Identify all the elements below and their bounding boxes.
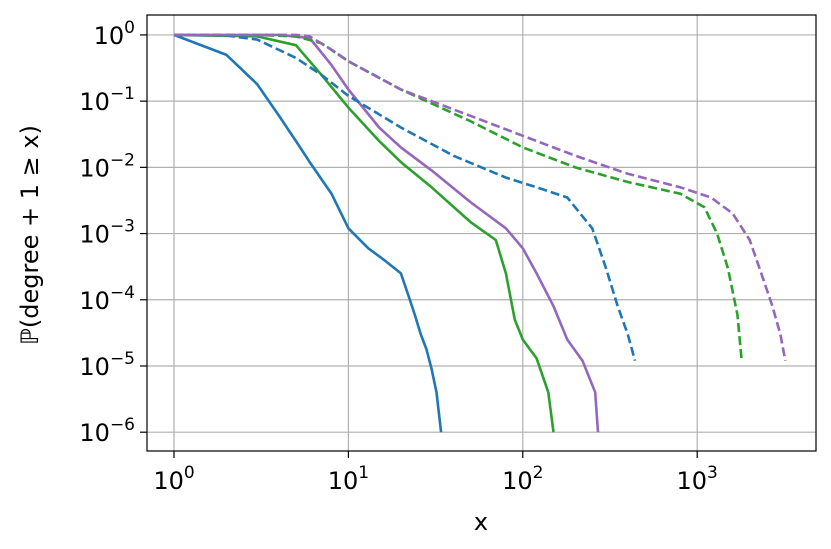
x-tick-label: 100 <box>153 463 194 495</box>
x-tick-label: 102 <box>502 463 543 495</box>
series-line-4 <box>173 33 637 362</box>
y-tick-label: 10−6 <box>79 415 135 447</box>
y-tick-label: 100 <box>94 18 135 50</box>
series-line-2 <box>173 33 555 433</box>
x-axis-label: x <box>474 508 488 536</box>
y-tick-label: 10−3 <box>79 217 135 249</box>
grid <box>147 15 816 451</box>
y-tick-label: 10−1 <box>79 84 135 116</box>
series-lines <box>173 33 787 433</box>
y-tick-label: 10−2 <box>79 150 135 182</box>
x-tick-label: 103 <box>677 463 718 495</box>
series-line-5 <box>174 33 743 361</box>
y-axis-label: ℙ(degree + 1 ≥ x) <box>16 125 44 345</box>
series-line-6 <box>174 33 787 361</box>
ticks: 100 101 102 103 100 10−1 10−2 10−3 10−4 10−5 10−6 <box>79 18 717 495</box>
x-tick-label: 101 <box>328 463 369 495</box>
y-tick-label: 10−5 <box>79 349 135 381</box>
y-tick-label: 10−4 <box>79 283 135 315</box>
series-line-1 <box>173 33 443 433</box>
series-line-3 <box>174 33 600 433</box>
